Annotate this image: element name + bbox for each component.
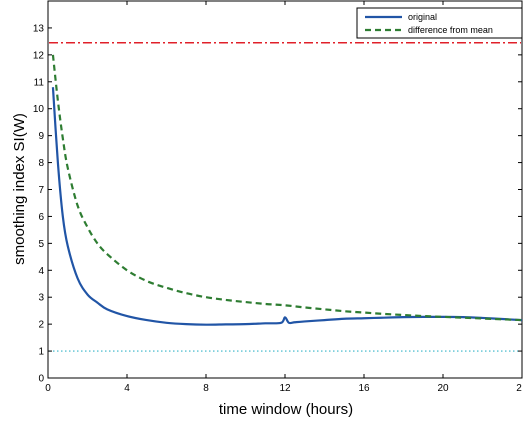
y-tick-label-11: 11: [34, 77, 45, 88]
y-tick-label-4: 4: [38, 266, 44, 277]
y-tick-label-5: 5: [38, 239, 44, 250]
y-tick-label-0: 0: [38, 374, 44, 385]
legend-box: [356, 7, 523, 39]
legend: original difference from mean: [356, 7, 523, 39]
y-tick-label-13: 13: [33, 23, 45, 34]
legend-label-original: original: [408, 12, 437, 22]
y-tick-label-3: 3: [38, 293, 44, 304]
x-tick-label-0: 0: [45, 383, 51, 394]
y-tick-label-2: 2: [38, 320, 44, 331]
series-line-difference-from-mean: [51, 54, 523, 322]
legend-label-difference-from-mean: difference from mean: [408, 25, 493, 35]
x-tick-label-4: 16: [358, 383, 370, 394]
y-axis-title: smoothing index SI(W): [11, 113, 28, 265]
y-tick-label-8: 8: [38, 158, 44, 169]
x-tick-label-6: 2: [516, 383, 522, 394]
x-axis-title: time window (hours): [219, 401, 353, 418]
y-tick-label-9: 9: [38, 131, 44, 142]
x-tick-label-1: 4: [124, 383, 130, 394]
x-tick-label-5: 20: [437, 383, 449, 394]
y-tick-label-7: 7: [38, 185, 44, 196]
y-tick-label-10: 10: [33, 104, 45, 115]
y-tick-label-1: 1: [38, 347, 44, 358]
series-line-original: [51, 87, 523, 326]
x-tick-label-2: 8: [203, 383, 209, 394]
y-tick-label-12: 12: [33, 50, 45, 61]
y-tick-label-6: 6: [38, 212, 44, 223]
x-tick-label-3: 12: [279, 383, 291, 394]
